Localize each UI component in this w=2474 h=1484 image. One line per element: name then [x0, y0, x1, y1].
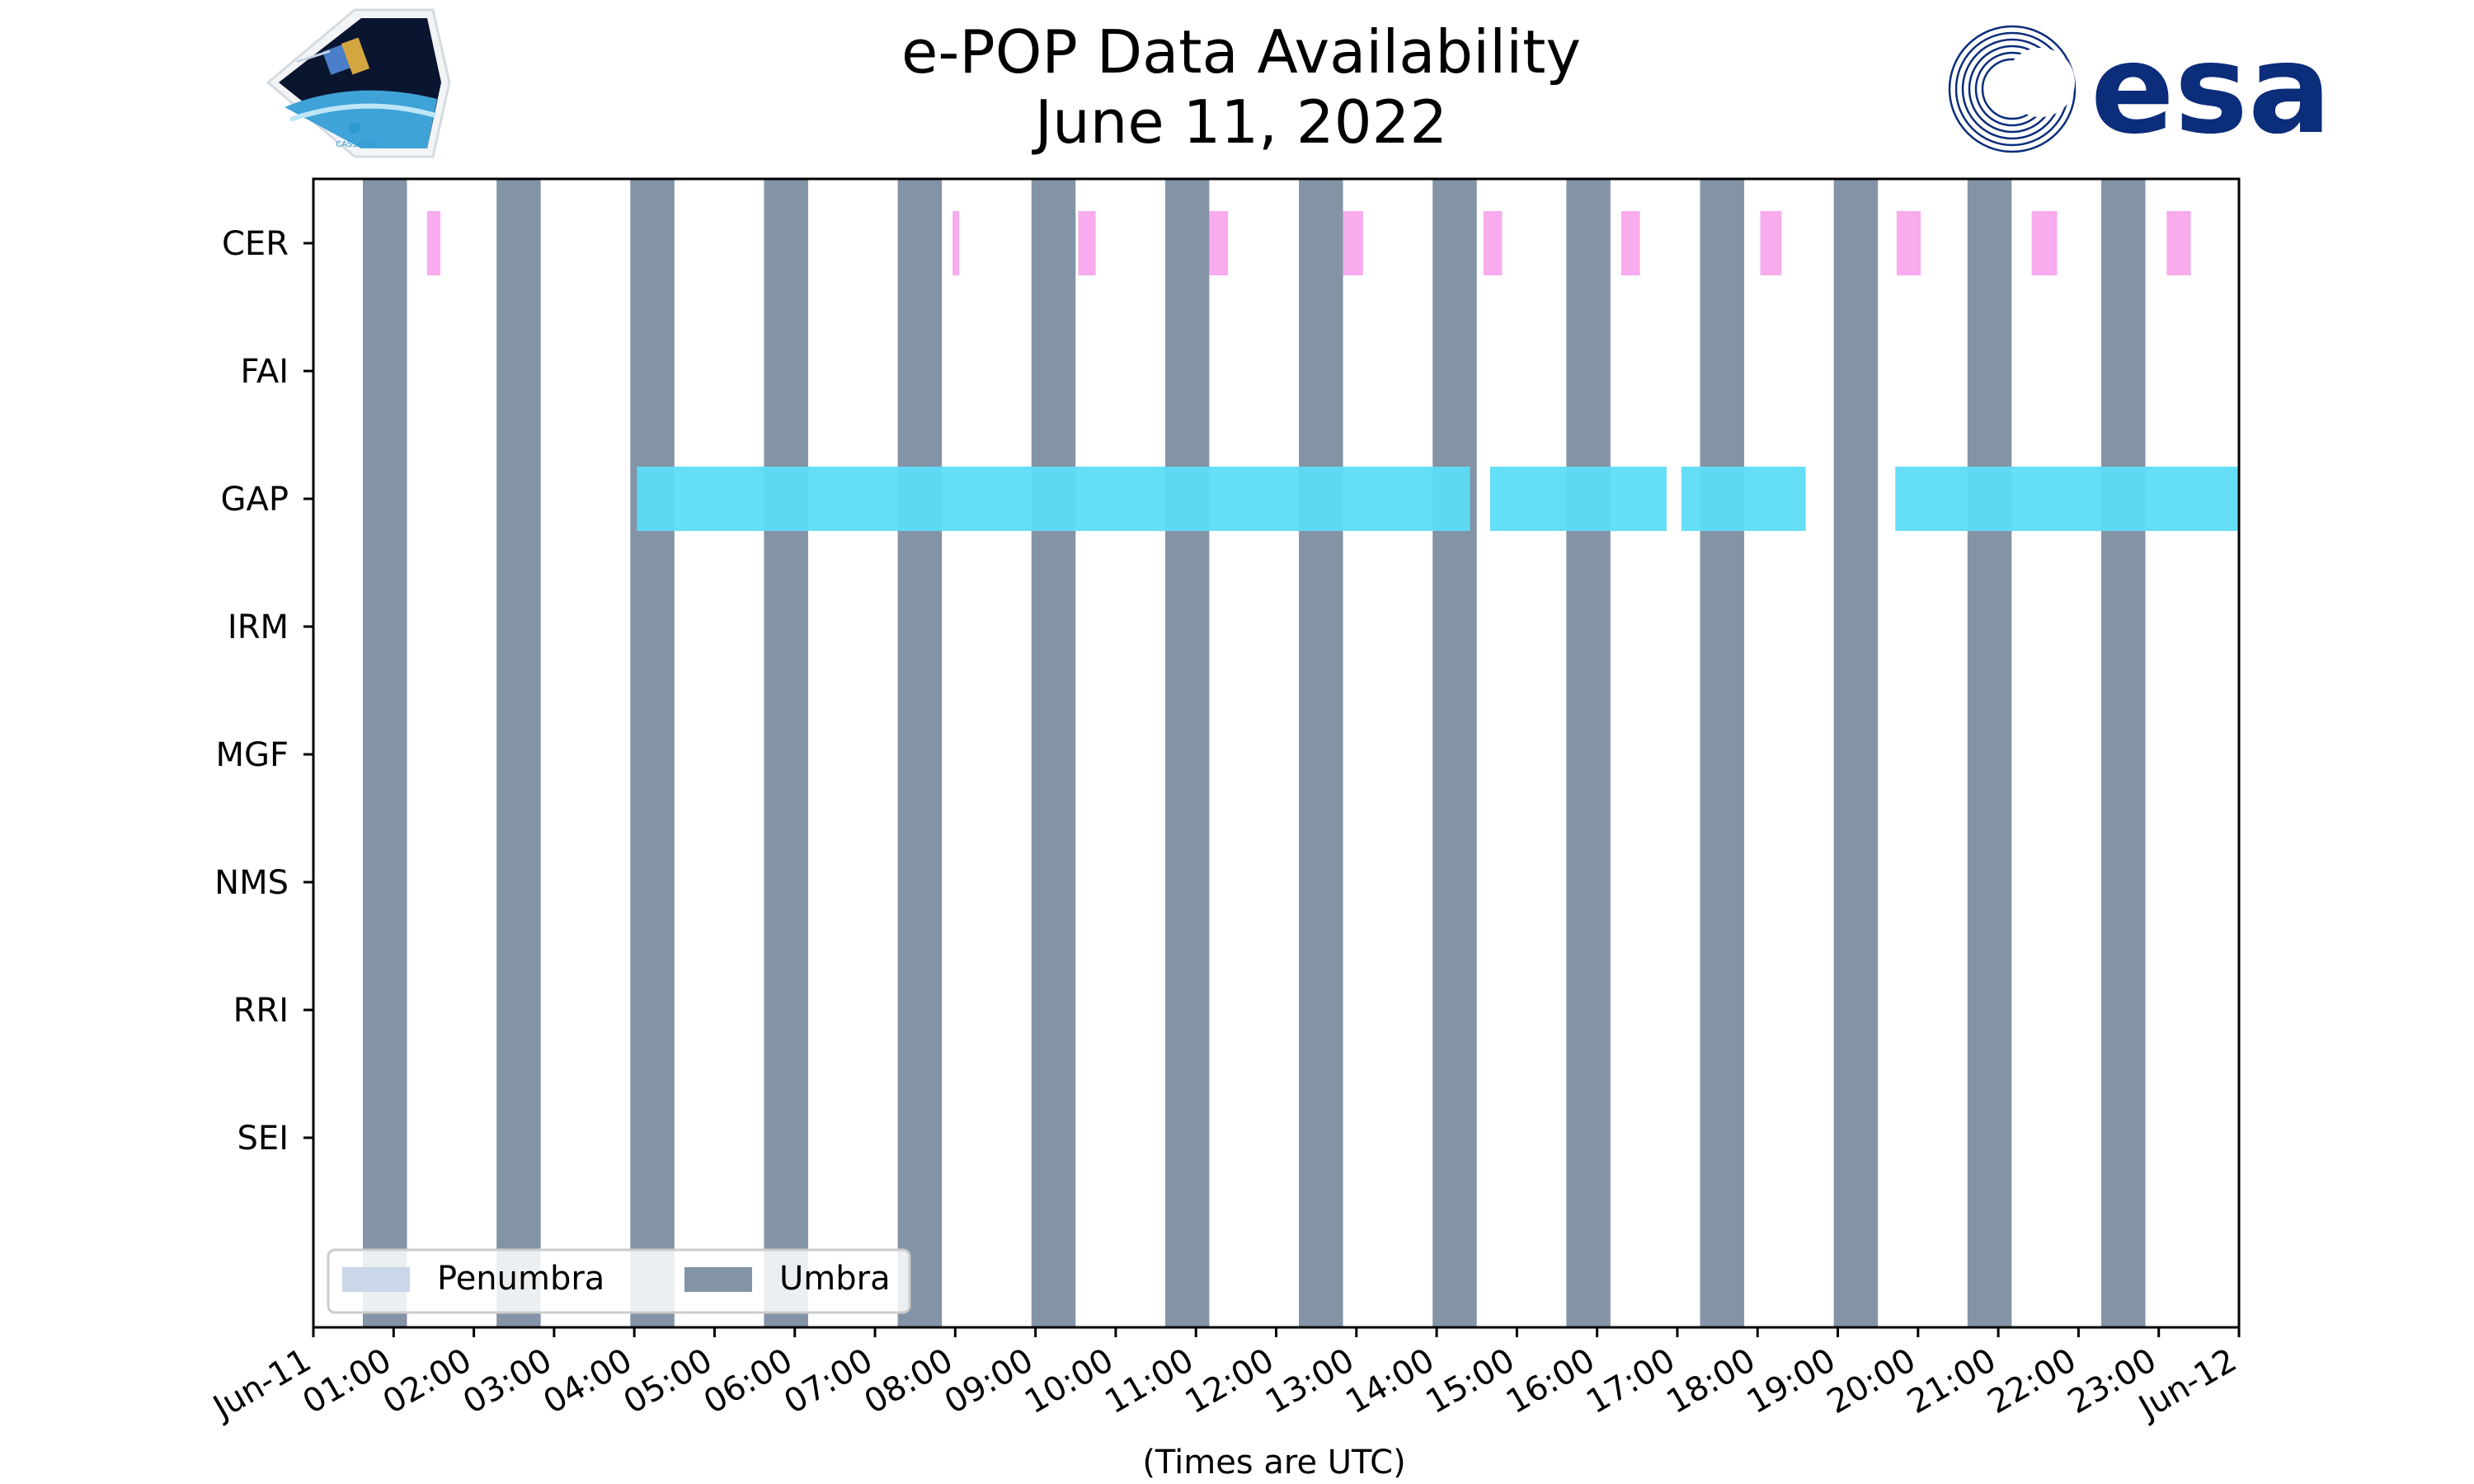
x-tick-label-2: 01:00 [296, 1341, 397, 1421]
legend-swatch-penumbra [342, 1267, 410, 1292]
legend-swatch-umbra [684, 1267, 752, 1292]
y-tick-label-sei: SEI [238, 1120, 289, 1158]
legend-frame [327, 1248, 911, 1314]
y-tick-label-gap: GAP [221, 481, 289, 519]
cer-interval-4 [1209, 211, 1229, 275]
legend-label-umbra: Umbra [779, 1260, 891, 1298]
x-tick-label-15: 14:00 [1339, 1341, 1441, 1421]
umbra-band-12 [1833, 179, 1879, 1327]
gap-interval-4 [1895, 467, 2239, 531]
x-tick-label-12: 11:00 [1098, 1341, 1200, 1421]
gap-interval-2 [1489, 467, 1667, 531]
legend: Penumbra Umbra [327, 1248, 911, 1314]
y-tick-label-cer: CER [222, 225, 289, 263]
umbra-band-4 [764, 179, 808, 1327]
y-tick-label-irm: IRM [228, 608, 289, 646]
y-axis: CER FAI GAP IRM MGF NMS RRI SEI [214, 225, 313, 1158]
x-tick-label-20: 19:00 [1741, 1341, 1842, 1421]
x-axis-label: (Times are UTC) [1142, 1444, 1405, 1482]
umbra-band-2 [496, 179, 541, 1327]
x-tick-label-11: 10:00 [1018, 1341, 1120, 1421]
cassiope-logo: CASSIOPE [266, 8, 451, 158]
x-tick-label-17: 16:00 [1500, 1341, 1602, 1421]
y-tick-label-fai: FAI [241, 353, 289, 391]
x-tick-label-21: 20:00 [1821, 1341, 1922, 1421]
x-tick-label-10: 09:00 [938, 1341, 1040, 1421]
y-tick-label-mgf: MGF [215, 736, 289, 774]
cer-interval-11 [2166, 211, 2191, 275]
umbra-band-5 [897, 179, 943, 1327]
umbra-band-14 [2100, 179, 2146, 1327]
gap-interval-3 [1681, 467, 1806, 531]
gap-interval-1 [637, 467, 1470, 531]
chart-title-line2: June 11, 2022 [1032, 87, 1447, 157]
y-tick-label-nms: NMS [214, 864, 289, 902]
x-tick-label-8: 07:00 [778, 1341, 879, 1421]
x-tick-label-1: Jun-11 [205, 1341, 317, 1428]
x-tick-label-14: 13:00 [1259, 1341, 1361, 1421]
cer-interval-3 [1078, 211, 1096, 275]
umbra-band-1 [362, 179, 407, 1327]
x-tick-label-13: 12:00 [1179, 1341, 1281, 1421]
cer-interval-10 [2031, 211, 2058, 275]
cer-interval-8 [1760, 211, 1782, 275]
umbra-band-6 [1031, 179, 1076, 1327]
x-axis: Jun-1101:0002:0003:0004:0005:0006:0007:0… [205, 1327, 2243, 1428]
x-tick-label-19: 18:00 [1660, 1341, 1761, 1421]
x-tick-label-9: 08:00 [858, 1341, 959, 1421]
plot-area [312, 177, 2241, 1329]
x-tick-label-3: 02:00 [377, 1341, 478, 1421]
cer-interval-7 [1620, 211, 1640, 275]
x-tick-label-18: 17:00 [1580, 1341, 1681, 1421]
umbra-layer [362, 179, 2146, 1327]
umbra-band-13 [1967, 179, 2012, 1327]
series-layer [426, 211, 2239, 531]
cassiope-logo-text: CASSIOPE [336, 140, 377, 149]
cer-interval-9 [1896, 211, 1921, 275]
umbra-band-9 [1432, 179, 1477, 1327]
cer-interval-6 [1483, 211, 1503, 275]
x-tick-label-5: 04:00 [537, 1341, 638, 1421]
esa-logo-text: esa [2091, 18, 2331, 162]
x-tick-label-7: 06:00 [698, 1341, 799, 1421]
esa-logo: esa [1948, 18, 2331, 162]
legend-label-penumbra: Penumbra [437, 1260, 604, 1298]
x-tick-label-4: 03:00 [457, 1341, 558, 1421]
cer-interval-1 [426, 211, 441, 275]
umbra-band-3 [630, 179, 675, 1327]
umbra-band-11 [1700, 179, 1745, 1327]
umbra-band-8 [1299, 179, 1343, 1327]
umbra-band-7 [1164, 179, 1210, 1327]
cer-interval-2 [952, 211, 960, 275]
y-tick-label-rri: RRI [233, 992, 289, 1030]
x-tick-label-23: 22:00 [1982, 1341, 2083, 1421]
x-tick-label-22: 21:00 [1901, 1341, 2002, 1421]
x-tick-label-6: 05:00 [618, 1341, 719, 1421]
chart-title-line1: e-POP Data Availability [901, 17, 1581, 87]
x-tick-label-16: 15:00 [1420, 1341, 1522, 1421]
umbra-band-10 [1566, 179, 1611, 1327]
cer-interval-5 [1343, 211, 1363, 275]
